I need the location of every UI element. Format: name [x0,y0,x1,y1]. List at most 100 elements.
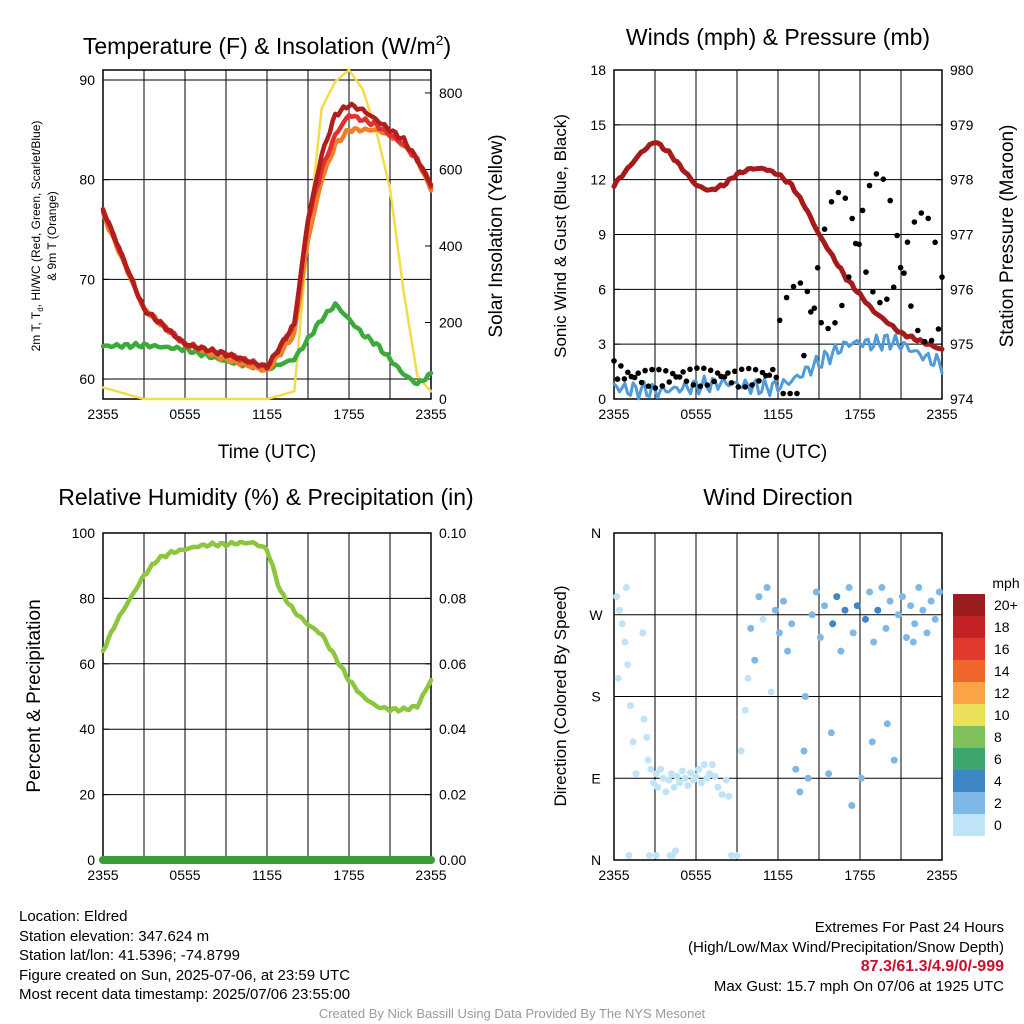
direction-point [708,761,716,769]
temperature-chart: 2355 0555 1155 1755 2355 60 70 80 90 0 200 400 600 80… [79,68,463,422]
direction-point [673,772,681,780]
gust-point [842,195,849,201]
gust-point [821,226,828,232]
colorbar-label: 20+ [994,597,1018,613]
gust-point [656,366,662,373]
gust-point [780,390,786,397]
wind-y-tick: 18 [590,62,606,78]
extremes-heading: Extremes For Past 24 Hours [814,919,1004,936]
direction-point [911,620,919,628]
direction-point [804,774,812,782]
direction-point [614,674,622,682]
wind-speed-line [612,333,944,401]
direction-point [883,720,891,728]
wind-x-tick: 0555 [680,406,711,422]
direction-point [825,770,833,778]
gust-point [683,378,690,385]
colorbar-swatch [953,770,985,792]
direction-point [780,597,787,605]
direction-point [919,606,927,614]
direction-point [722,776,730,784]
gust-point [704,382,710,388]
temp-y2-axis-label: Solar Insolation (Yellow) [486,134,507,337]
wind-y-tick: 15 [590,117,606,133]
gust-point [642,367,648,374]
gust-point [649,366,655,373]
pressure-line [611,140,945,352]
gust-point [621,376,628,382]
gust-point [742,384,748,390]
gust-point [783,294,790,301]
direction-point [848,802,856,809]
direction-point [784,647,792,655]
gust-point [918,210,925,216]
gust-point [645,383,652,390]
rh-y2-y-tick: 0.06 [439,656,466,672]
direction-point [654,783,662,791]
temp-x-tick: 1755 [333,406,364,422]
gust-point [859,207,866,214]
gust-point [618,363,624,369]
gust-point [790,283,797,290]
wind-y-axis-label: Sonic Wind & Gust (Blue, Black) [551,114,570,358]
dir-y-tick: W [589,607,603,623]
wind-y2-y-tick: 975 [950,336,974,352]
gust-point [828,199,835,205]
direction-point [759,615,767,623]
gust-point [863,269,869,275]
direction-point [894,611,902,619]
direction-point [652,770,660,778]
wind-y-tick: 9 [598,227,606,243]
dir-y-tick: N [591,852,601,868]
temp-y2-y-tick: 200 [439,314,463,330]
gust-point [669,370,676,377]
direction-point [837,647,845,655]
colorbar-swatch [953,638,985,660]
direction-point [882,624,890,632]
gust-point [787,390,793,397]
gust-point [928,337,935,344]
direction-point [644,756,652,764]
speed-colorbar: mph 20+ 18 16 14 12 10 8 6 4 2 0 [953,575,1020,836]
wind-y2-y-tick: 974 [950,391,974,407]
direction-point [866,588,874,596]
colorbar-title: mph [992,575,1019,591]
gust-point [714,370,721,376]
direction-point [903,634,910,641]
gust-point [835,189,842,196]
gust-point [659,383,666,389]
direction-point [681,774,689,782]
gust-point [873,171,880,177]
rh-y-axis-label: Percent & Precipitation [24,599,45,792]
wind-panel-title: Winds (mph) & Pressure (mb) [626,24,930,50]
colorbar-label: 10 [994,707,1010,723]
rh-y-tick: 80 [79,590,95,606]
gust-point [721,374,728,380]
direction-point [857,774,865,782]
gust-point [915,327,921,334]
colorbar-label: 18 [994,619,1010,635]
rh-y-tick: 0 [87,852,95,868]
direction-point [621,638,629,646]
temp-y-tick: 70 [79,271,95,287]
dir-x-tick: 2355 [926,867,957,883]
extremes-legend: (High/Low/Max Wind/Precipitation/Snow De… [688,938,1004,956]
wind-y2-y-tick: 977 [950,227,974,243]
gust-point [728,380,735,386]
recent-timestamp: Most recent data timestamp: 2025/07/06 2… [19,986,351,1003]
gust-point [725,370,731,376]
direction-point [808,611,816,619]
direction-point [886,597,894,605]
gust-point [770,366,776,373]
direction-point [931,615,939,623]
gust-point [680,369,686,375]
rh-y-tick: 40 [79,721,95,737]
dir-y-tick: E [591,770,600,786]
direction-point [827,729,835,737]
direction-point [812,588,820,596]
rh-y2-y-tick: 0.00 [439,852,466,868]
direction-point [698,779,705,787]
direction-point [706,770,714,778]
gust-point [832,320,838,326]
